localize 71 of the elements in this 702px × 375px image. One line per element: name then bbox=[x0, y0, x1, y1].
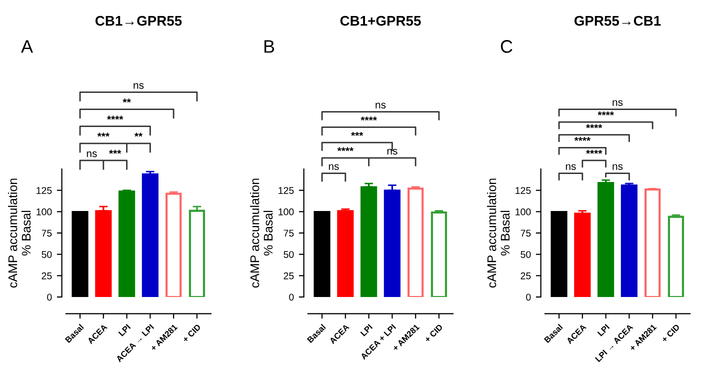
bar bbox=[644, 188, 661, 297]
y-tick-label: 25 bbox=[520, 272, 531, 280]
bar bbox=[337, 210, 354, 297]
annotation: ns bbox=[328, 164, 339, 170]
y-tick-label: 100 bbox=[36, 208, 52, 216]
text: *** bbox=[97, 132, 110, 137]
annotation: ns bbox=[612, 164, 623, 170]
y-tick-label: 125 bbox=[36, 187, 52, 194]
text: *** bbox=[351, 132, 364, 136]
text: **** bbox=[337, 147, 354, 152]
text: B bbox=[264, 40, 274, 53]
x-tick-label: LPI bbox=[360, 324, 373, 336]
y-axis-title: cAMP accumulation % Basal bbox=[250, 178, 273, 288]
text: A bbox=[21, 40, 34, 53]
text: C bbox=[500, 40, 512, 53]
y-tick-label: 75 bbox=[42, 230, 52, 237]
text: ns bbox=[612, 100, 623, 106]
bar bbox=[550, 210, 568, 297]
bar bbox=[408, 188, 424, 297]
bar bbox=[384, 190, 400, 297]
bar bbox=[166, 192, 182, 297]
chart-title: CB1→GPR55 bbox=[95, 16, 182, 26]
x-tick-label: + CID bbox=[424, 324, 444, 343]
bar bbox=[72, 210, 88, 297]
chart-title: CB1+GPR55 bbox=[340, 16, 421, 26]
y-tick-label: 100 bbox=[278, 208, 294, 216]
x-tick-label: LPI bbox=[597, 324, 610, 336]
y-tick-label: 50 bbox=[284, 251, 294, 258]
x-tick-label: LPI bbox=[118, 324, 131, 336]
x-tick-label: + CID bbox=[182, 324, 202, 343]
bar bbox=[598, 182, 614, 297]
x-tick-label: + CID bbox=[661, 324, 680, 343]
text: **** bbox=[586, 150, 602, 154]
bar bbox=[668, 216, 684, 297]
bar bbox=[620, 184, 638, 297]
y-tick-label: 0 bbox=[289, 294, 294, 301]
text: **** bbox=[360, 116, 377, 120]
bar bbox=[314, 210, 330, 297]
text: ns bbox=[376, 102, 386, 108]
bar bbox=[188, 210, 206, 297]
text: **** bbox=[586, 124, 602, 128]
y-tick-label: 125 bbox=[278, 187, 294, 194]
y-tick-label: 75 bbox=[520, 230, 531, 237]
text: *** bbox=[109, 150, 122, 154]
y-tick-label: 75 bbox=[284, 230, 294, 237]
y-tick-label: 0 bbox=[526, 294, 531, 301]
text: ns bbox=[86, 151, 97, 158]
y-tick-label: 0 bbox=[47, 294, 52, 301]
text: ns bbox=[134, 83, 144, 89]
annotation: ns bbox=[566, 164, 576, 170]
y-tick-label: 25 bbox=[42, 272, 52, 280]
y-tick-label: 50 bbox=[42, 251, 52, 258]
bar bbox=[118, 190, 136, 297]
y-tick-label: 100 bbox=[516, 208, 531, 216]
bar bbox=[360, 186, 378, 297]
text: **** bbox=[574, 137, 591, 141]
bar bbox=[142, 173, 158, 297]
text: ns bbox=[387, 148, 398, 155]
y-tick-label: 125 bbox=[516, 187, 531, 194]
bar bbox=[95, 210, 112, 297]
chart-title: GPR55→CB1 bbox=[574, 16, 661, 26]
bar bbox=[574, 212, 591, 297]
y-tick-label: 25 bbox=[284, 272, 294, 280]
text: **** bbox=[598, 111, 614, 116]
text: ** bbox=[122, 98, 131, 103]
text: ** bbox=[134, 132, 143, 137]
y-tick-label: 50 bbox=[520, 251, 531, 258]
y-axis-title: cAMP accumulation % Basal bbox=[8, 178, 31, 288]
y-axis-title: cAMP accumulation % Basal bbox=[487, 178, 510, 288]
bar bbox=[430, 211, 448, 297]
text: **** bbox=[107, 116, 124, 120]
